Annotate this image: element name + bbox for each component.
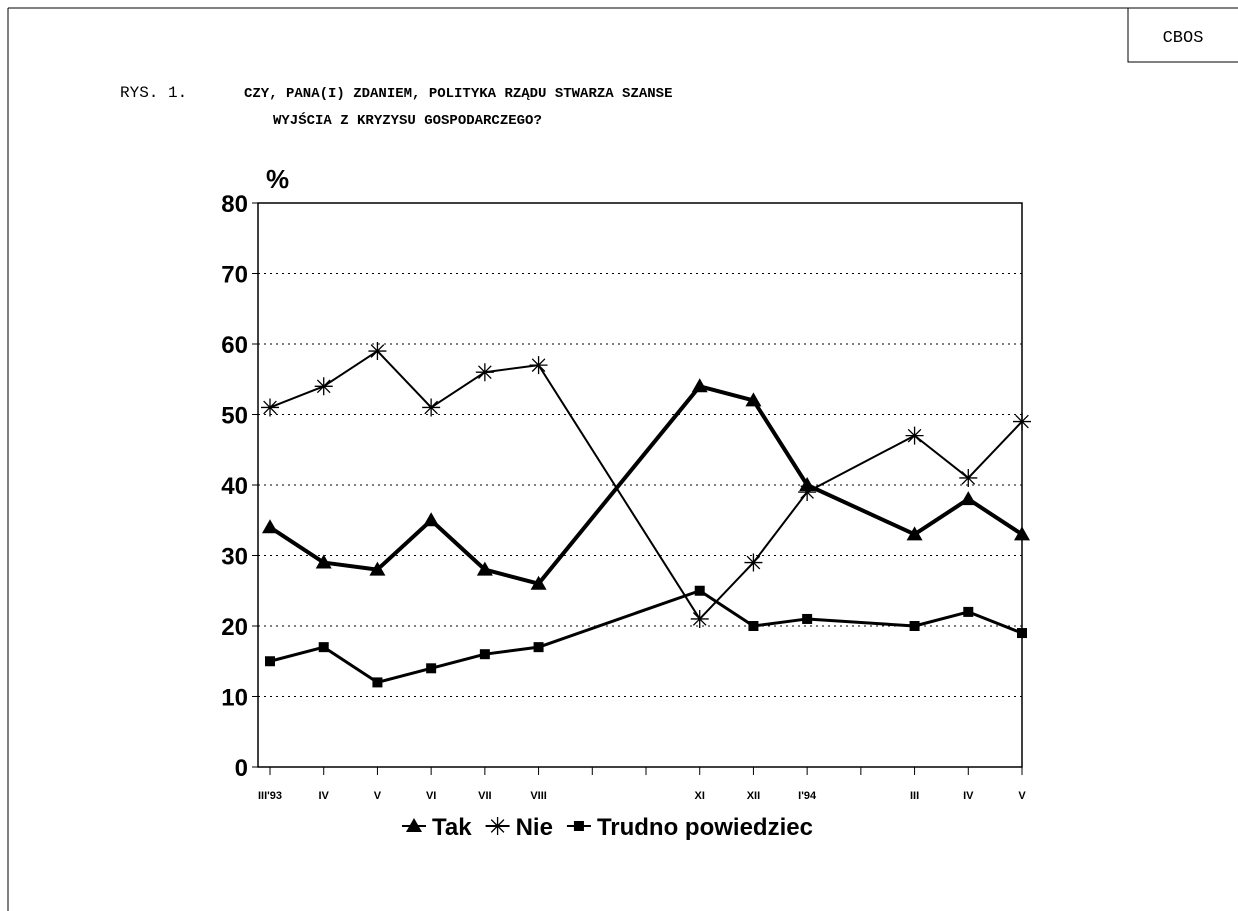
y-tick-label: 30 (221, 544, 248, 571)
x-tick-label: V (374, 790, 382, 802)
data-point (426, 663, 437, 674)
x-tick-label: VII (478, 790, 491, 802)
data-point (694, 585, 705, 596)
data-point (905, 426, 924, 445)
data-point (369, 561, 386, 576)
legend-label: Tak (432, 814, 472, 841)
y-tick-label: 10 (221, 685, 248, 712)
y-axis-label: % (266, 164, 289, 194)
data-point (906, 526, 923, 541)
data-point (533, 642, 544, 653)
data-point (475, 363, 494, 382)
data-point (530, 575, 547, 590)
x-tick-label: I'94 (798, 790, 817, 802)
y-tick-label: 70 (221, 262, 248, 289)
series-line (268, 384, 1024, 586)
data-point (1017, 628, 1027, 639)
y-tick-label: 60 (221, 332, 248, 359)
x-tick-label: V (1018, 790, 1026, 802)
x-tick-label: III'93 (258, 790, 282, 802)
legend-marker (406, 818, 422, 832)
data-point (960, 491, 977, 506)
legend-marker (488, 817, 507, 835)
x-tick-label: XII (747, 790, 760, 802)
data-point (909, 621, 920, 631)
data-point (744, 553, 763, 572)
data-point (423, 512, 440, 527)
data-point (690, 609, 709, 628)
data-point (1013, 412, 1031, 431)
data-point (265, 656, 275, 667)
legend-marker (573, 821, 584, 831)
x-tick-label: VI (426, 790, 436, 802)
x-tick-label: IV (319, 790, 330, 802)
x-tick-label: III (910, 790, 919, 802)
data-point (798, 483, 817, 502)
data-point (963, 606, 974, 617)
y-tick-label: 80 (221, 191, 248, 218)
data-point (691, 378, 708, 393)
data-point (479, 649, 490, 660)
x-tick-label: XI (695, 790, 705, 802)
y-tick-label: 0 (235, 755, 248, 782)
data-point (315, 554, 332, 569)
x-tick-label: VIII (530, 790, 547, 802)
data-point (368, 342, 387, 361)
title: WYJŚCIA Z KRYZYSU GOSPODARCZEGO? (273, 111, 542, 129)
legend-label: Nie (516, 814, 553, 841)
data-point (1014, 526, 1030, 541)
title: CZY, PANA(I) ZDANIEM, POLITYKA RZĄDU STW… (244, 86, 672, 102)
data-point (262, 519, 278, 534)
data-point (318, 642, 329, 653)
data-point (529, 356, 548, 375)
data-point (314, 377, 333, 396)
data-point (802, 613, 813, 624)
data-point (745, 392, 762, 407)
source-box (1127, 7, 1238, 63)
figure-label: RYS. 1. (120, 84, 187, 102)
y-tick-label: 50 (221, 403, 248, 430)
data-point (372, 677, 383, 688)
data-point (748, 621, 759, 631)
y-tick-label: 20 (221, 614, 248, 641)
legend-label: Trudno powiedziec (597, 814, 813, 841)
y-tick-label: 40 (221, 473, 248, 500)
x-tick-label: IV (963, 790, 974, 802)
data-point (422, 398, 441, 417)
source: CBOS (1163, 29, 1204, 48)
data-point (476, 561, 493, 576)
data-point (959, 468, 978, 487)
series-line (269, 589, 1023, 684)
data-point (261, 398, 279, 417)
series-line (269, 350, 1023, 620)
